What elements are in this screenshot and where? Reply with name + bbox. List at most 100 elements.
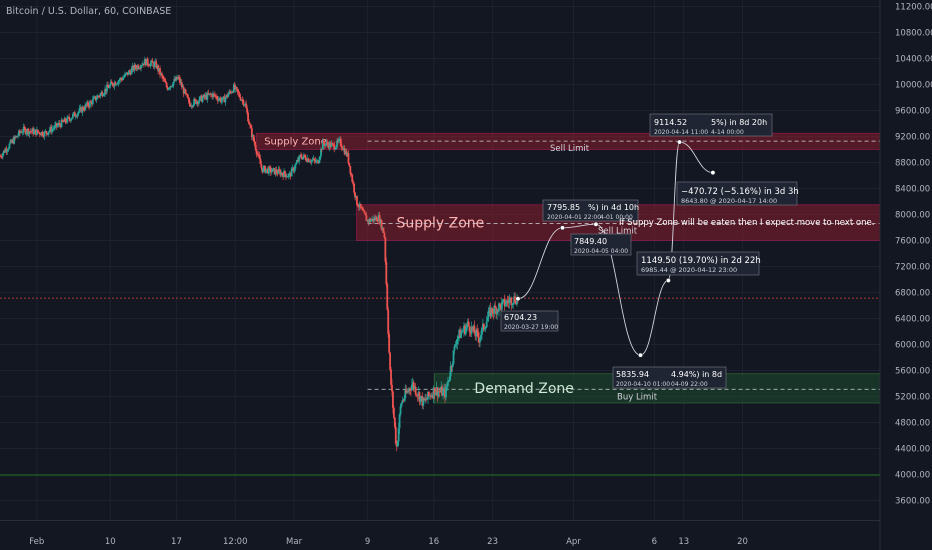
candle-body (160, 73, 162, 75)
candle-body (122, 77, 124, 80)
candle-body (173, 79, 176, 83)
candle-body (503, 299, 506, 307)
candle-body (314, 160, 317, 162)
candle-body (248, 121, 250, 125)
candle-body (13, 136, 16, 144)
candle-body (57, 123, 60, 126)
candle-body (363, 210, 366, 214)
candle-body (168, 88, 171, 89)
p2-price: 7849.40 (574, 237, 607, 246)
candle-body (74, 116, 77, 118)
candle-body (25, 132, 28, 134)
candle-body (216, 98, 219, 101)
candle-body (187, 97, 190, 100)
candle-body (390, 369, 392, 385)
forecast-point (665, 277, 671, 283)
annotation-p4: 1149.50 (19.70%) in 2d 22h 6985.44 @ 202… (636, 251, 761, 276)
candle-body (342, 148, 345, 150)
candle-body (257, 154, 260, 156)
candle-body (474, 333, 477, 337)
candle-body (107, 84, 109, 88)
candle-body (99, 93, 102, 97)
candle-body (84, 104, 87, 110)
candle-body (428, 391, 430, 397)
candle-body (379, 220, 382, 224)
candle-body (102, 95, 105, 97)
candle-body (207, 93, 210, 95)
candle-body (239, 97, 242, 101)
candle-body (229, 91, 231, 93)
candle-body (142, 63, 144, 66)
candle-body (381, 227, 384, 230)
candle-body (431, 395, 434, 398)
candle-body (100, 92, 103, 94)
candle-body (327, 144, 330, 149)
candle-body (401, 400, 404, 404)
candle-body (69, 119, 71, 121)
candle-body (285, 174, 287, 178)
candle-body (198, 96, 201, 101)
candle-body (242, 100, 245, 106)
candle-body (37, 132, 40, 134)
candle-body (180, 82, 183, 88)
candle-body (228, 91, 231, 95)
candle-body (7, 148, 10, 150)
candle-body (251, 135, 254, 138)
candle-body (266, 168, 268, 170)
candle-body (378, 215, 381, 224)
candle-body (362, 210, 365, 212)
candle-body (79, 107, 82, 109)
candle-body (125, 73, 127, 75)
candle-body (0, 156, 3, 158)
candle-body (451, 363, 454, 368)
candle-body (459, 329, 462, 338)
candle-body (321, 140, 324, 150)
candle-body (467, 321, 470, 327)
candle-body (19, 132, 22, 133)
candle-body (293, 168, 296, 172)
candle-body (86, 102, 89, 106)
candle-body (475, 329, 478, 337)
p3-stat: 4.94%) in 8d (671, 370, 722, 379)
candle-body (146, 58, 149, 65)
candle-body (428, 395, 431, 397)
candle-body (71, 117, 73, 119)
x-tick-label: 10 (105, 537, 116, 547)
candle-body (211, 93, 213, 98)
candle-body (195, 99, 197, 104)
candle-body (204, 95, 207, 98)
candle-body (54, 123, 57, 126)
forecast-path (515, 139, 716, 358)
candle-body (295, 162, 298, 165)
candle-body (135, 67, 138, 70)
candle-body (190, 105, 193, 107)
candle-body (170, 85, 173, 87)
candle-body (482, 323, 485, 330)
candle-body (139, 67, 142, 69)
candle-body (290, 168, 293, 177)
candle-body (492, 312, 495, 314)
candle-body (354, 192, 356, 198)
annotation-p6: −470.72 (−5.16%) in 3d 3h 8643.80 @ 2020… (676, 181, 799, 206)
candle-body (31, 128, 34, 132)
candle-body (202, 94, 205, 98)
candle-body (322, 140, 325, 144)
candle-body (349, 166, 352, 174)
candle-body (479, 337, 481, 343)
candle-body (420, 395, 423, 397)
candle-body (162, 78, 165, 80)
candle-body (385, 261, 388, 285)
candle-body (18, 130, 20, 136)
candle-body (156, 65, 159, 68)
candle-body (304, 156, 307, 161)
p3-price: 5835.94 (616, 370, 649, 379)
candle-body (127, 70, 130, 75)
candle-body (346, 152, 349, 156)
candle-body (509, 297, 512, 300)
candle-body (454, 345, 457, 347)
candle-body (200, 95, 203, 102)
candle-body (209, 93, 212, 95)
candle-body (67, 116, 70, 118)
candle-body (446, 386, 448, 388)
